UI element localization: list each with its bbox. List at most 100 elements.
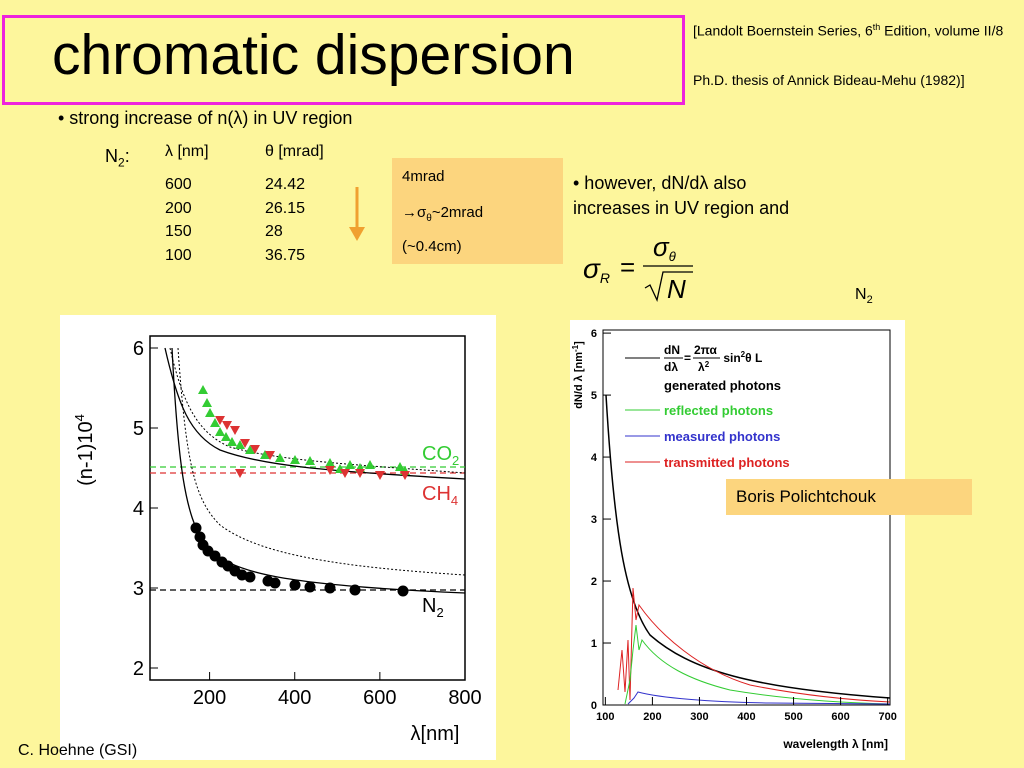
sym: σ <box>583 253 601 284</box>
gas-label: N2 <box>855 286 873 306</box>
title: chromatic dispersion <box>52 23 575 87</box>
sub: 2 <box>436 605 443 620</box>
arrow <box>349 187 365 241</box>
formula-den: N <box>667 274 686 304</box>
formula-eq: = <box>620 252 635 282</box>
y-tick-label: 6 <box>591 328 597 340</box>
y-tick-label: 3 <box>133 578 144 600</box>
note-line: →σθ~2mrad <box>402 204 483 224</box>
point <box>269 577 281 589</box>
reference-line: Ph.D. thesis of Annick Bideau-Mehu (1982… <box>693 72 965 88</box>
y-axis-label: (n-1)104 <box>72 414 97 486</box>
point <box>198 385 208 394</box>
plot-background <box>570 320 905 760</box>
point <box>290 455 300 464</box>
point <box>235 469 245 478</box>
sup: 2 <box>741 350 746 359</box>
reference-text: Edition, volume II/8 <box>880 22 1004 39</box>
x-tick-label: 200 <box>643 711 661 723</box>
point <box>245 445 255 454</box>
legend-label: reflected photons <box>664 403 773 418</box>
model-curve <box>169 347 466 474</box>
point <box>355 469 365 478</box>
f: λ2 <box>698 360 710 374</box>
y-tick-label: 6 <box>133 338 144 360</box>
formula-lhs: σR <box>583 253 610 286</box>
formula: σR = σθ N <box>583 232 693 304</box>
f: dλ <box>664 360 678 374</box>
point <box>345 460 355 469</box>
t: ] <box>573 341 585 345</box>
f: dN <box>664 343 680 357</box>
point <box>190 522 202 534</box>
point <box>289 579 301 591</box>
x-tick-label: 400 <box>737 711 755 723</box>
y-tick-label: 4 <box>591 452 598 464</box>
table-header: θ [mrad] <box>265 143 324 160</box>
t: CO <box>422 443 452 465</box>
t: θ L <box>745 351 762 365</box>
arrow-head <box>349 227 365 241</box>
title-box <box>2 15 685 105</box>
t: λ <box>698 360 705 374</box>
point <box>304 581 316 593</box>
y-tick-label: 0 <box>591 700 597 712</box>
point <box>395 462 405 471</box>
note-text: ~2mrad <box>431 204 484 221</box>
legend: dN dλ = 2πα λ2 sin2θ L generated photons… <box>625 343 790 470</box>
x-tick-label: 300 <box>690 711 708 723</box>
series-label: N2 <box>422 595 444 620</box>
credit-box: Boris Polichtchouk <box>726 479 972 515</box>
sup: -1 <box>571 344 580 352</box>
gas-sub: 2 <box>866 294 873 307</box>
series-label: CO2 <box>422 443 459 468</box>
point <box>250 445 260 454</box>
sqrt <box>644 271 693 303</box>
note-text: →σ <box>402 204 427 221</box>
table-cell: 600 <box>165 176 192 193</box>
t: N <box>422 595 436 617</box>
point <box>400 471 410 480</box>
footer: C. Hoehne (GSI) <box>18 742 138 759</box>
formula-num: σθ <box>653 232 676 264</box>
point <box>221 432 231 441</box>
point <box>365 460 375 469</box>
point <box>375 471 385 480</box>
point <box>222 421 232 430</box>
plot-refractive-index: CO2 CH4 N2 (n-1)104 λ[nm] 200 400 600 80023… <box>60 315 496 760</box>
table-cell: 36.75 <box>265 246 306 264</box>
reference: [Landolt Boernstein Series, 6th Edition,… <box>693 18 1013 41</box>
sub: θ <box>669 249 676 264</box>
x-axis-label: wavelength λ [nm] <box>782 737 888 751</box>
gas: N <box>855 286 867 303</box>
table-header: λ [nm] <box>165 143 209 160</box>
reference-sup: th <box>872 22 881 32</box>
t: dN/d λ [nm <box>573 352 585 409</box>
series-label: CH4 <box>422 483 458 508</box>
note-sub: θ <box>426 213 432 224</box>
table-cell: 26.15 <box>265 199 306 217</box>
x-tick-label: 400 <box>278 687 311 709</box>
label-text: : <box>124 146 130 166</box>
point <box>205 408 215 417</box>
data-points <box>190 385 410 597</box>
measured-curve <box>627 691 891 705</box>
sup: 4 <box>72 414 87 421</box>
x-tick-label: 500 <box>784 711 802 723</box>
x-tick-label: 100 <box>596 711 614 723</box>
bullet: increases in UV region and <box>573 198 790 218</box>
plot-background <box>60 315 496 760</box>
x-tick-label: 700 <box>878 711 896 723</box>
y-axis-label: dN/d λ [nm-1] <box>571 341 585 409</box>
f: = <box>684 351 691 365</box>
point <box>265 451 275 460</box>
table-cell: 150 <box>165 223 192 240</box>
y-tick-label: 5 <box>133 418 144 440</box>
table-label: N2: <box>105 146 130 170</box>
table-cell: 100 <box>165 246 192 264</box>
y-tick-label: 3 <box>591 514 597 526</box>
t: CH <box>422 483 451 505</box>
note-line: (~0.4cm) <box>402 238 462 255</box>
point <box>240 439 250 448</box>
